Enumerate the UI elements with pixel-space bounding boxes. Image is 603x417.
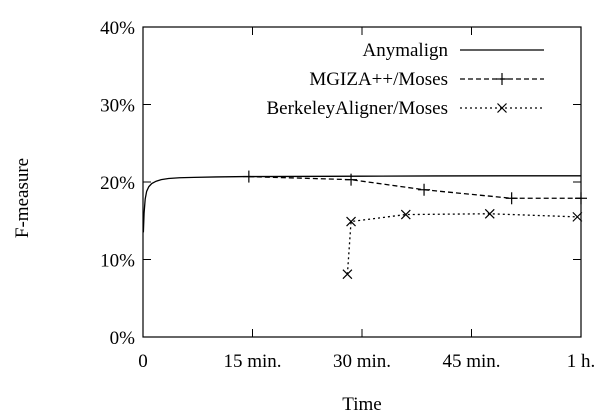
series-1 xyxy=(242,170,587,205)
x-tick-label: 15 min. xyxy=(223,351,281,372)
legend: Anymalign MGIZA++/Moses BerkeleyAligner/Mo… xyxy=(266,40,544,119)
legend-marker xyxy=(497,103,507,113)
data-point xyxy=(505,192,518,205)
data-point xyxy=(400,209,411,220)
ticks-layer: 0% 10% 20% 30% 40% 0 15 min. 30 min. 45 min. 1 h. xyxy=(100,18,595,372)
series-layer xyxy=(142,170,587,280)
data-point xyxy=(242,170,255,183)
legend-label: MGIZA++/Moses xyxy=(309,69,448,90)
series-line-1 xyxy=(248,175,581,199)
series-0 xyxy=(142,175,581,233)
x-axis-label: Time xyxy=(342,394,381,415)
data-point xyxy=(418,183,431,196)
y-tick-label: 0% xyxy=(110,328,136,349)
legend-label: Anymalign xyxy=(363,40,449,61)
data-point xyxy=(342,269,353,280)
legend-label: BerkeleyAligner/Moses xyxy=(266,98,448,119)
data-point xyxy=(345,173,358,186)
x-tick-label: 0 xyxy=(138,351,148,372)
data-point xyxy=(572,211,583,222)
y-tick-label: 20% xyxy=(100,173,135,194)
y-tick-label: 10% xyxy=(100,251,135,272)
y-axis-label: F-measure xyxy=(12,158,33,238)
legend-item: BerkeleyAligner/Moses xyxy=(266,98,544,119)
legend-item: Anymalign xyxy=(363,40,544,61)
legend-marker xyxy=(496,73,508,85)
x-tick-label: 1 h. xyxy=(567,351,596,372)
x-tick-label: 45 min. xyxy=(442,351,500,372)
data-point xyxy=(575,192,587,205)
data-point xyxy=(346,216,356,227)
series-2 xyxy=(342,208,583,280)
y-tick-label: 40% xyxy=(100,18,135,39)
legend-item: MGIZA++/Moses xyxy=(309,69,544,90)
series-line-2 xyxy=(346,213,578,275)
y-tick-label: 30% xyxy=(100,96,135,117)
data-point xyxy=(484,208,495,219)
x-tick-label: 30 min. xyxy=(333,351,391,372)
series-line-0 xyxy=(142,175,581,233)
